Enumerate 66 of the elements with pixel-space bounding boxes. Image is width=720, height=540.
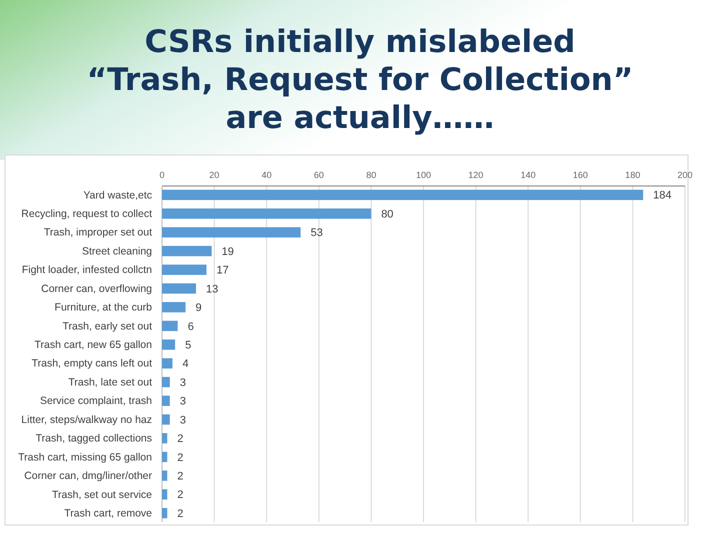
y-tick-label: Trash, early set out bbox=[62, 320, 152, 332]
y-tick-label: Fight loader, infested collctn bbox=[22, 264, 152, 276]
y-tick-label: Furniture, at the curb bbox=[54, 302, 152, 314]
x-tick-label: 120 bbox=[468, 170, 484, 180]
bar bbox=[162, 508, 168, 518]
y-tick-label: Corner can, dmg/liner/other bbox=[24, 470, 152, 482]
y-tick-label: Corner can, overflowing bbox=[41, 282, 152, 295]
y-tick-label: Trash, tagged collections bbox=[36, 432, 152, 445]
bar bbox=[162, 227, 301, 238]
data-label: 17 bbox=[216, 264, 229, 277]
bar bbox=[162, 264, 206, 275]
y-tick-label: Recycling, request to collect bbox=[21, 208, 152, 220]
x-tick-label: 140 bbox=[520, 170, 536, 180]
bar bbox=[162, 208, 372, 219]
bar bbox=[162, 396, 170, 406]
bar bbox=[162, 376, 170, 388]
data-label: 3 bbox=[180, 414, 186, 426]
bar bbox=[162, 283, 196, 294]
data-label: 2 bbox=[177, 508, 184, 520]
y-tick-label: Yard waste,etc bbox=[83, 189, 152, 202]
x-tick-label: 0 bbox=[159, 170, 165, 180]
bar bbox=[162, 470, 168, 481]
bar bbox=[162, 320, 178, 332]
x-tick-label: 20 bbox=[209, 170, 220, 180]
data-label: 6 bbox=[188, 320, 194, 333]
bar bbox=[162, 339, 176, 350]
data-label: 4 bbox=[182, 358, 189, 370]
data-label: 53 bbox=[310, 227, 323, 240]
x-tick-label: 60 bbox=[314, 170, 324, 180]
x-tick-label: 180 bbox=[625, 170, 640, 180]
data-label: 3 bbox=[180, 376, 186, 389]
bar bbox=[162, 358, 172, 369]
data-label: 9 bbox=[196, 302, 202, 314]
y-tick-label: Trash cart, missing 65 gallon bbox=[18, 451, 152, 464]
y-tick-label: Trash cart, remove bbox=[64, 507, 152, 520]
y-tick-label: Street cleaning bbox=[82, 245, 152, 258]
data-label: 2 bbox=[177, 470, 184, 483]
bar bbox=[162, 489, 168, 500]
bar bbox=[162, 190, 644, 200]
bar bbox=[162, 414, 170, 425]
bar bbox=[162, 433, 168, 444]
y-tick-label: Trash cart, new 65 gallon bbox=[34, 339, 152, 351]
chart-title: CSRs initially mislabeled “Trash, Request for Collection” are actually…… bbox=[86, 24, 634, 136]
data-label: 19 bbox=[222, 246, 234, 258]
y-tick-label: Trash, empty cans left out bbox=[32, 358, 152, 370]
x-tick-label: 100 bbox=[416, 170, 432, 180]
data-label: 2 bbox=[177, 489, 184, 502]
data-label: 2 bbox=[177, 452, 184, 464]
data-label: 3 bbox=[180, 396, 186, 408]
y-tick-label: Litter, steps/walkway no haz bbox=[21, 414, 152, 426]
data-label: 184 bbox=[653, 190, 672, 202]
data-label: 2 bbox=[177, 433, 184, 446]
data-label: 13 bbox=[206, 283, 218, 296]
x-tick-label: 80 bbox=[366, 170, 376, 180]
bar bbox=[162, 452, 168, 462]
y-tick-label: Trash, set out service bbox=[52, 488, 152, 501]
y-tick-label: Trash, late set out bbox=[68, 376, 152, 388]
y-tick-label: Service complaint, trash bbox=[40, 395, 152, 408]
x-tick-label: 200 bbox=[677, 170, 693, 180]
x-tick-label: 40 bbox=[262, 170, 272, 180]
bar bbox=[162, 246, 212, 256]
x-tick-label: 160 bbox=[572, 170, 588, 180]
data-label: 5 bbox=[185, 339, 192, 352]
data-label: 80 bbox=[381, 208, 394, 220]
y-tick-label: Trash, improper set out bbox=[44, 226, 152, 239]
bar bbox=[162, 302, 186, 312]
